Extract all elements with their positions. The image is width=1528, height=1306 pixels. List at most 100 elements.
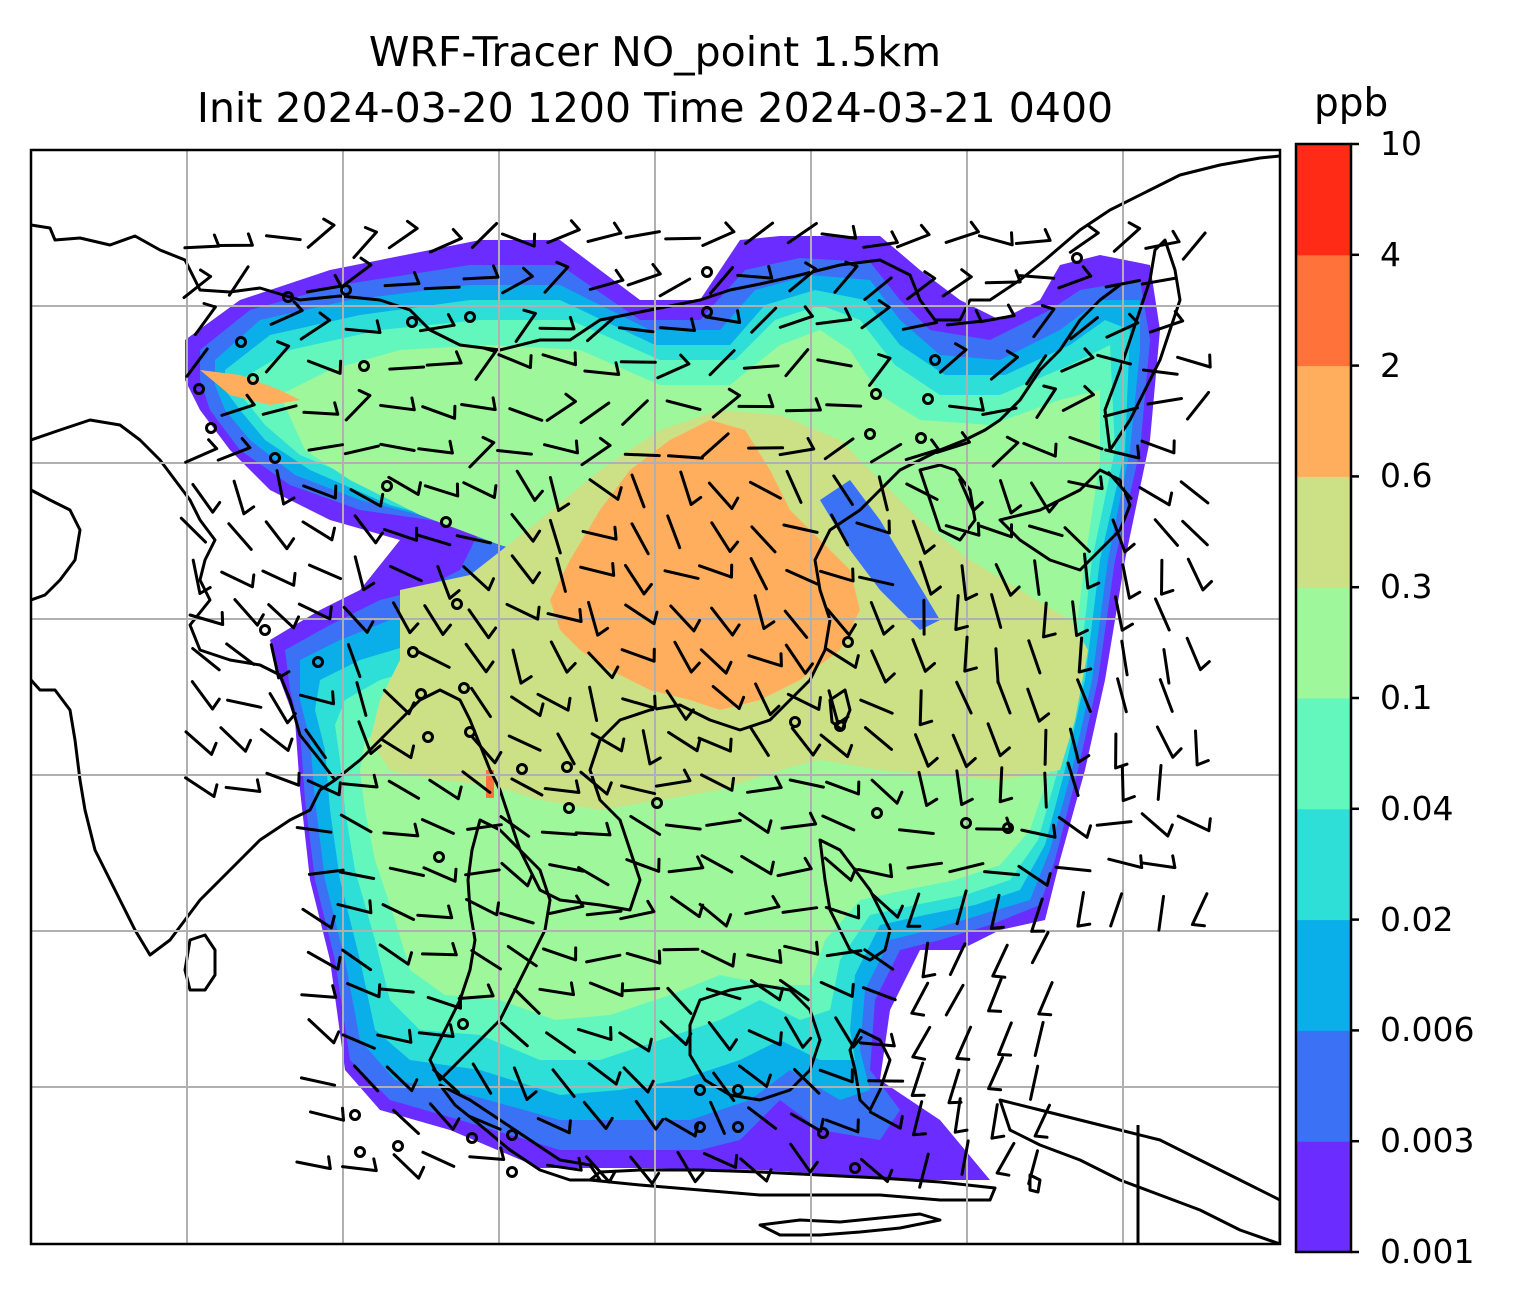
calm-wind-circle bbox=[466, 1132, 478, 1144]
wind-barb bbox=[307, 563, 343, 581]
wind-barb bbox=[938, 342, 968, 374]
coastline-japan-north bbox=[1103, 238, 1182, 452]
wind-barb bbox=[1060, 347, 1095, 373]
calm-wind-circle bbox=[358, 360, 370, 372]
wind-barb bbox=[428, 778, 463, 801]
colorbar-segment bbox=[1296, 698, 1351, 810]
calm-wind-circle bbox=[464, 311, 476, 323]
wind-barb bbox=[948, 862, 985, 874]
wind-barb bbox=[679, 470, 703, 506]
colorbar-tick-label: 0.6 bbox=[1380, 456, 1433, 496]
wind-barb bbox=[1112, 221, 1142, 253]
wind-barb bbox=[261, 404, 298, 416]
calm-wind-markers bbox=[193, 252, 1083, 1178]
wind-barb bbox=[381, 903, 416, 921]
wind-barb bbox=[505, 602, 541, 621]
wind-barb bbox=[577, 1026, 613, 1041]
wind-barb bbox=[306, 217, 336, 249]
wind-barb bbox=[583, 361, 621, 376]
wind-barb bbox=[307, 868, 345, 876]
wind-barb bbox=[981, 406, 1018, 416]
wind-barb bbox=[462, 481, 498, 499]
wind-barb bbox=[917, 770, 939, 807]
coastline-new-guinea bbox=[998, 1098, 1280, 1244]
wind-barb bbox=[512, 1066, 538, 1101]
wind-barb bbox=[423, 285, 461, 291]
colorbar-segment bbox=[1296, 919, 1351, 1031]
calm-wind-circle bbox=[259, 624, 271, 636]
wind-barb bbox=[1181, 231, 1207, 261]
wind-barb bbox=[269, 300, 304, 326]
calm-wind-circle bbox=[834, 720, 846, 732]
field-hotspot-a bbox=[200, 370, 300, 405]
wind-barb bbox=[342, 605, 375, 634]
wind-barb bbox=[357, 720, 382, 755]
wind-barb bbox=[226, 698, 263, 709]
wind-barb bbox=[945, 309, 983, 327]
wind-barb bbox=[499, 911, 535, 925]
wind-barb bbox=[1186, 390, 1211, 421]
wind-barb bbox=[306, 359, 343, 375]
wind-barb bbox=[948, 397, 985, 412]
coastline-arabia bbox=[31, 488, 82, 602]
wind-barb bbox=[815, 307, 853, 326]
wind-barb bbox=[821, 814, 856, 832]
wind-barb bbox=[342, 256, 373, 287]
wind-barb bbox=[747, 1029, 783, 1047]
wind-barb bbox=[1141, 368, 1179, 376]
wind-barb bbox=[1162, 648, 1171, 685]
wind-barb bbox=[863, 276, 893, 301]
wind-barb bbox=[620, 784, 657, 796]
wind-barb bbox=[659, 317, 696, 332]
wind-barb bbox=[1077, 636, 1093, 674]
wind-barb bbox=[1017, 864, 1052, 887]
wind-barb bbox=[786, 692, 822, 711]
wind-barb bbox=[1076, 891, 1092, 928]
wind-barb bbox=[543, 439, 579, 455]
calm-wind-circle bbox=[440, 516, 452, 528]
wind-barb bbox=[780, 811, 818, 830]
wind-barb bbox=[863, 948, 895, 971]
wind-barb bbox=[546, 219, 581, 245]
wind-barb bbox=[219, 726, 252, 753]
map-title-line-2: Init 2024-03-20 1200 Time 2024-03-21 040… bbox=[196, 84, 1114, 132]
wind-barb bbox=[630, 473, 646, 509]
wind-barb bbox=[793, 1068, 821, 1095]
wind-barb bbox=[420, 818, 455, 835]
wind-barb bbox=[824, 904, 861, 920]
wind-barb bbox=[858, 1032, 896, 1048]
wind-barb bbox=[500, 232, 537, 248]
wind-barb bbox=[709, 266, 735, 295]
coastline-taiwan bbox=[828, 688, 852, 732]
wind-barb bbox=[697, 736, 733, 753]
wind-barb bbox=[587, 600, 610, 637]
wind-barb bbox=[918, 689, 934, 727]
wind-barb bbox=[700, 773, 735, 792]
wind-barb bbox=[749, 979, 785, 1002]
wind-barb bbox=[259, 728, 294, 752]
wind-barb bbox=[346, 643, 362, 679]
wind-barb bbox=[551, 1068, 576, 1098]
colorbar bbox=[1294, 142, 1359, 1254]
wind-barb bbox=[944, 983, 965, 1017]
wind-barb bbox=[1076, 678, 1092, 713]
wind-barb bbox=[499, 815, 531, 838]
wind-barb bbox=[747, 652, 783, 668]
wind-barb bbox=[918, 560, 942, 596]
calm-wind-circle bbox=[415, 688, 427, 700]
wind-barb bbox=[1104, 444, 1141, 460]
wind-barb bbox=[860, 1158, 894, 1183]
wind-barb bbox=[910, 981, 930, 1017]
wind-barb bbox=[629, 814, 662, 836]
wind-barb bbox=[1057, 265, 1093, 290]
wind-barb bbox=[834, 1016, 863, 1049]
wind-barb bbox=[991, 435, 1020, 468]
wind-barb bbox=[301, 520, 336, 542]
colorbar-segment bbox=[1296, 254, 1351, 367]
wind-barb bbox=[216, 232, 254, 247]
wind-barb bbox=[344, 319, 382, 334]
colorbar-segment bbox=[1296, 587, 1351, 699]
colorbar-tick-label: 0.04 bbox=[1380, 788, 1454, 828]
wind-barb bbox=[232, 479, 256, 516]
